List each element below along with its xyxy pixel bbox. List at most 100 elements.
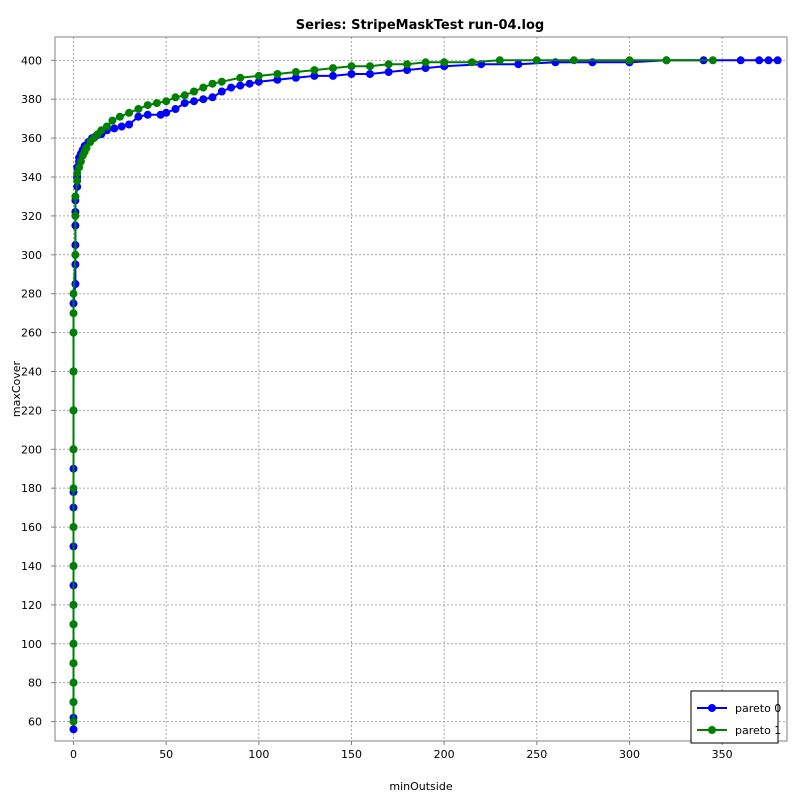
data-point — [69, 445, 78, 454]
data-point — [125, 120, 134, 129]
data-point — [532, 56, 541, 65]
data-point — [208, 93, 217, 102]
data-point — [440, 58, 449, 67]
y-tick-label: 100 — [21, 638, 42, 651]
legend-box — [690, 690, 779, 744]
data-point — [69, 523, 78, 532]
data-point — [329, 64, 337, 73]
x-tick-label: 250 — [526, 748, 547, 761]
y-tick-label: 60 — [28, 716, 42, 729]
data-point — [134, 112, 143, 121]
data-point — [291, 73, 300, 82]
data-point — [180, 99, 189, 108]
legend-label: pareto 0 — [735, 702, 781, 715]
data-point — [217, 87, 226, 96]
y-tick-label: 80 — [28, 677, 42, 690]
data-point — [162, 97, 171, 106]
data-point — [403, 60, 412, 69]
data-point — [755, 56, 764, 65]
data-point — [69, 717, 78, 726]
data-point — [190, 97, 198, 106]
data-point — [152, 99, 161, 108]
y-tick-label: 260 — [21, 327, 42, 340]
data-point — [347, 62, 356, 71]
data-point — [69, 639, 78, 648]
data-point — [171, 105, 180, 113]
data-point — [115, 112, 124, 121]
y-tick-label: 380 — [21, 93, 42, 106]
data-point — [736, 56, 745, 65]
legend-swatch-marker — [708, 704, 716, 712]
data-point — [134, 105, 143, 113]
data-point — [108, 116, 117, 125]
y-tick-label: 160 — [21, 521, 42, 534]
data-point — [310, 71, 319, 80]
y-tick-label: 200 — [21, 443, 42, 456]
data-point — [366, 62, 374, 71]
data-point — [73, 176, 82, 185]
y-axis-label: maxCover — [10, 360, 23, 417]
data-point — [143, 110, 152, 119]
data-point — [143, 101, 152, 110]
data-point — [69, 678, 78, 687]
data-point — [69, 725, 78, 734]
series-pareto-1 — [69, 56, 717, 726]
data-point — [180, 91, 189, 100]
data-point — [245, 79, 254, 88]
data-point — [190, 87, 198, 96]
data-point — [273, 75, 282, 84]
data-point — [662, 56, 671, 65]
data-point — [69, 698, 78, 707]
data-point — [102, 122, 111, 131]
data-point — [69, 289, 78, 298]
data-point — [236, 81, 245, 90]
data-point — [71, 192, 80, 201]
data-point — [69, 484, 78, 493]
data-point — [514, 60, 523, 69]
legend-label: pareto 1 — [735, 724, 781, 737]
data-point — [569, 56, 578, 65]
data-point — [329, 71, 337, 80]
data-point — [708, 56, 717, 65]
data-series — [69, 56, 782, 734]
x-tick-label: 300 — [619, 748, 640, 761]
y-tick-label: 120 — [21, 599, 42, 612]
legend: pareto 0 pareto 1 — [690, 690, 781, 744]
y-tick-label: 280 — [21, 288, 42, 301]
data-point — [199, 95, 208, 104]
y-tick-label: 300 — [21, 249, 42, 262]
data-point — [384, 68, 393, 76]
y-tick-label: 140 — [21, 560, 42, 573]
data-point — [208, 79, 217, 88]
y-tick-label: 340 — [21, 171, 42, 184]
data-point — [495, 56, 504, 65]
data-point — [171, 93, 180, 102]
y-tick-label: 180 — [21, 482, 42, 495]
y-tick-label: 240 — [21, 365, 42, 378]
x-tick-label: 100 — [248, 748, 269, 761]
data-point — [69, 367, 78, 376]
x-tick-label: 0 — [70, 748, 77, 761]
axis-ticks: 0 50 100 150 200 250 300 350 60 80 100 120 140 160 180… — [21, 54, 733, 761]
data-point — [162, 108, 171, 117]
data-point — [71, 280, 80, 288]
data-point — [236, 73, 245, 82]
y-tick-label: 220 — [21, 404, 42, 417]
data-point — [199, 83, 208, 92]
data-point — [117, 122, 126, 131]
data-point — [291, 68, 300, 76]
data-point — [625, 56, 634, 65]
data-point — [69, 562, 78, 570]
data-point — [69, 328, 78, 337]
data-point — [69, 659, 78, 668]
data-point — [217, 77, 226, 86]
data-point — [69, 406, 78, 415]
x-tick-label: 350 — [712, 748, 733, 761]
data-point — [82, 143, 91, 152]
data-point — [71, 211, 80, 220]
chart-title: Series: StripeMaskTest run-04.log — [296, 18, 544, 33]
data-point — [69, 620, 78, 629]
y-tick-label: 320 — [21, 210, 42, 223]
